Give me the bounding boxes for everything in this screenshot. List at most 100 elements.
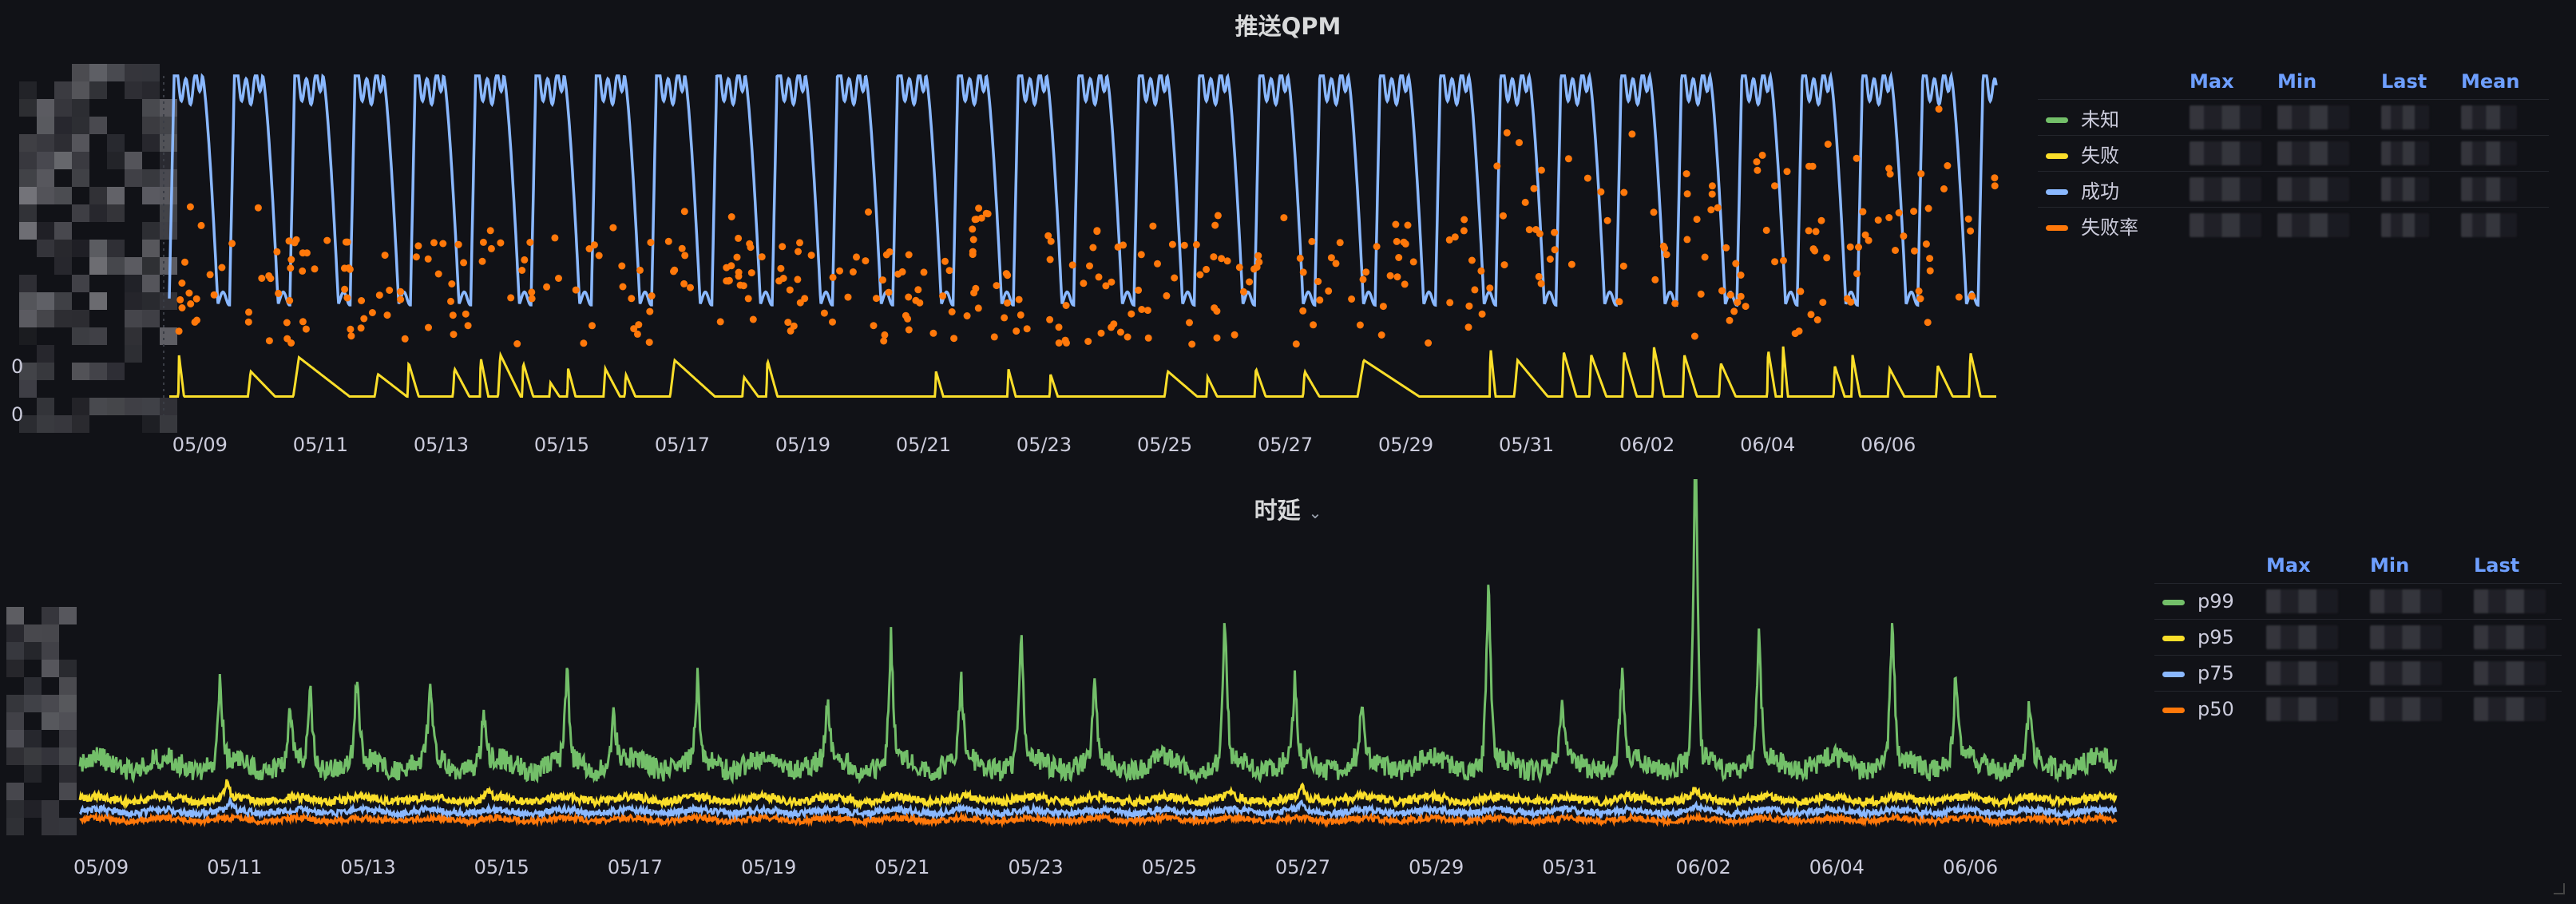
latency-legend-header-min[interactable]: Min bbox=[2370, 554, 2410, 577]
latency-masked-cell bbox=[6, 607, 24, 624]
latency-legend-row[interactable]: p75 bbox=[2154, 655, 2562, 692]
qpm-failure-rate-point bbox=[1280, 214, 1288, 222]
qpm-failure-rate-point bbox=[572, 286, 580, 294]
qpm-failure-rate-point bbox=[1445, 236, 1453, 244]
qpm-masked-cell bbox=[89, 327, 107, 345]
qpm-failure-rate-point bbox=[948, 308, 956, 315]
qpm-failure-rate-point bbox=[1659, 242, 1667, 250]
qpm-failure-rate-point bbox=[1477, 267, 1485, 275]
qpm-masked-cell bbox=[107, 363, 125, 380]
latency-legend-header-max[interactable]: Max bbox=[2266, 554, 2311, 577]
qpm-masked-axis bbox=[19, 64, 177, 433]
qpm-masked-cell bbox=[54, 415, 72, 433]
qpm-masked-cell bbox=[37, 292, 54, 310]
qpm-legend-header-mean[interactable]: Mean bbox=[2461, 70, 2520, 93]
qpm-failure-rate-point bbox=[1811, 247, 1819, 255]
qpm-failure-rate-point bbox=[551, 234, 559, 242]
qpm-masked-cell bbox=[54, 240, 72, 257]
legend-series-name[interactable]: 失败 bbox=[2081, 144, 2119, 167]
qpm-masked-cell bbox=[72, 134, 89, 152]
qpm-failure-rate-point bbox=[589, 322, 596, 330]
qpm-failure-rate-point bbox=[178, 304, 186, 311]
qpm-masked-cell bbox=[19, 81, 37, 99]
latency-legend-row[interactable]: p50 bbox=[2154, 691, 2562, 727]
qpm-failure-rate-point bbox=[178, 280, 186, 287]
qpm-failure-rate-point bbox=[245, 308, 252, 316]
qpm-failure-rate-point bbox=[360, 315, 368, 323]
qpm-masked-cell bbox=[160, 169, 177, 187]
masked-value bbox=[2190, 105, 2261, 129]
qpm-failure-rate-point bbox=[1809, 162, 1817, 170]
qpm-failure-rate-point bbox=[1235, 264, 1243, 272]
qpm-failure-rate-point bbox=[210, 291, 218, 299]
qpm-failure-rate-point bbox=[311, 265, 319, 273]
qpm-failure-rate-point bbox=[1086, 262, 1093, 270]
resize-handle-icon[interactable] bbox=[2554, 883, 2565, 894]
qpm-failure-rate-point bbox=[1823, 254, 1831, 262]
qpm-legend-header-last[interactable]: Last bbox=[2381, 70, 2427, 93]
latency-legend-header-last[interactable]: Last bbox=[2474, 554, 2520, 577]
qpm-failure-rate-point bbox=[885, 288, 893, 296]
qpm-failure-rate-point bbox=[984, 210, 992, 218]
qpm-masked-cell bbox=[125, 310, 142, 327]
qpm-failure-rate-point bbox=[716, 318, 724, 326]
qpm-failure-rate-point bbox=[258, 275, 266, 282]
qpm-failure-rate-point bbox=[1628, 130, 1636, 138]
qpm-failure-rate-point bbox=[733, 253, 741, 261]
latency-x-tick-label: 05/19 bbox=[741, 856, 796, 878]
latency-panel-title[interactable]: 时延 ⌄ bbox=[0, 492, 2576, 525]
qpm-masked-cell bbox=[89, 64, 107, 81]
qpm-legend-row[interactable]: 失败 bbox=[2038, 135, 2549, 172]
qpm-failure-rate-point bbox=[1734, 299, 1742, 307]
qpm-failure-rate-point bbox=[1002, 270, 1010, 278]
chevron-down-icon[interactable]: ⌄ bbox=[1308, 503, 1322, 522]
qpm-failure-rate-point bbox=[1223, 257, 1231, 265]
qpm-masked-cell bbox=[89, 363, 107, 380]
qpm-failure-rate-point bbox=[1373, 243, 1381, 251]
legend-series-name[interactable]: 失败率 bbox=[2081, 216, 2138, 239]
qpm-failure-rate-point bbox=[487, 244, 495, 252]
qpm-failure-rate-point bbox=[1404, 221, 1412, 229]
qpm-failure-rate-point bbox=[1911, 247, 1918, 255]
qpm-failure-rate-point bbox=[287, 256, 295, 264]
qpm-masked-cell bbox=[142, 398, 160, 415]
qpm-failure-rate-point bbox=[193, 316, 200, 324]
legend-series-name[interactable]: 成功 bbox=[2081, 180, 2119, 203]
latency-legend-row[interactable]: p99 bbox=[2154, 583, 2562, 620]
qpm-failure-rate-point bbox=[628, 295, 636, 303]
qpm-legend-row[interactable]: 未知 bbox=[2038, 99, 2549, 136]
qpm-failure-rate-point bbox=[1478, 310, 1486, 318]
qpm-failure-rate-point bbox=[1955, 293, 1963, 301]
qpm-legend-header-min[interactable]: Min bbox=[2277, 70, 2317, 93]
legend-series-name[interactable]: p75 bbox=[2198, 662, 2234, 684]
qpm-failure-rate-point bbox=[192, 295, 200, 303]
qpm-failure-rate-point bbox=[1758, 151, 1766, 159]
qpm-masked-cell bbox=[54, 134, 72, 152]
qpm-failure-rate-point bbox=[357, 324, 365, 332]
latency-legend-row[interactable]: p95 bbox=[2154, 619, 2562, 656]
qpm-failure-rate-point bbox=[1597, 188, 1605, 196]
qpm-failure-rate-point bbox=[1465, 302, 1473, 310]
legend-series-name[interactable]: p50 bbox=[2198, 698, 2234, 720]
qpm-failure-rate-point bbox=[1619, 262, 1627, 270]
latency-masked-cell bbox=[42, 800, 59, 818]
legend-series-name[interactable]: p95 bbox=[2198, 626, 2234, 648]
qpm-legend-table: Max Min Last Mean 未知 失败 成功 bbox=[2038, 64, 2549, 243]
qpm-failure-rate-point bbox=[1935, 105, 1943, 113]
qpm-legend-header-max[interactable]: Max bbox=[2190, 70, 2234, 93]
latency-masked-cell bbox=[24, 730, 42, 747]
qpm-y-tick-label: 0 bbox=[11, 403, 23, 426]
legend-series-name[interactable]: p99 bbox=[2198, 590, 2234, 613]
legend-series-name[interactable]: 未知 bbox=[2081, 108, 2119, 131]
qpm-failure-rate-point bbox=[1968, 292, 1976, 300]
qpm-failure-rate-point bbox=[299, 267, 307, 275]
qpm-failure-rate-point bbox=[464, 322, 472, 330]
masked-value bbox=[2277, 213, 2349, 237]
qpm-legend-row[interactable]: 成功 bbox=[2038, 171, 2549, 208]
qpm-panel-title[interactable]: 推送QPM bbox=[1234, 13, 1342, 40]
latency-masked-cell bbox=[24, 677, 42, 695]
latency-masked-cell bbox=[42, 712, 59, 730]
qpm-legend-row[interactable]: 失败率 bbox=[2038, 207, 2549, 243]
qpm-failure-rate-point bbox=[807, 252, 815, 260]
qpm-masked-cell bbox=[37, 345, 54, 363]
